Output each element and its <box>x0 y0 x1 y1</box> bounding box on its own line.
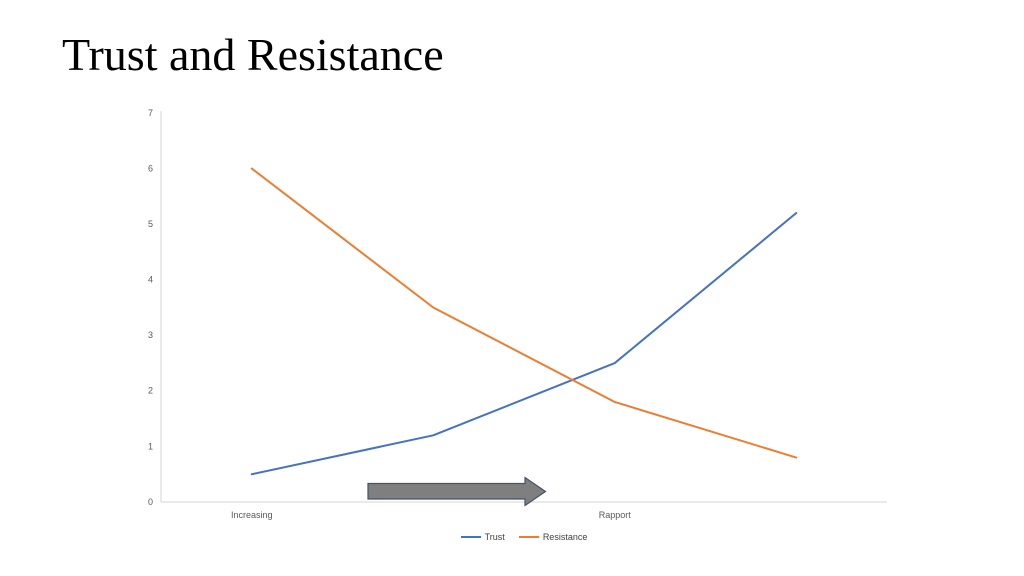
y-tick-label: 1 <box>148 441 153 451</box>
rapport-arrow-shape <box>367 476 547 507</box>
y-tick-label: 2 <box>148 386 153 396</box>
legend-item-trust: Trust <box>460 532 505 542</box>
x-category-label: Increasing <box>231 510 273 520</box>
legend-label: Resistance <box>542 532 588 542</box>
y-tick-label: 4 <box>148 275 153 285</box>
x-category-label: Rapport <box>599 510 632 520</box>
y-tick-label: 5 <box>148 219 153 229</box>
legend-line-icon <box>518 536 539 538</box>
chart-legend: Trust Resistance <box>161 532 887 542</box>
y-tick-label: 3 <box>148 330 153 340</box>
series-line-resistance <box>250 167 798 459</box>
y-tick-label: 0 <box>148 497 153 507</box>
slide-title: Trust and Resistance <box>62 29 444 80</box>
legend-item-resistance: Resistance <box>518 532 588 542</box>
legend-label: Trust <box>484 532 505 542</box>
series-line-trust <box>250 212 798 476</box>
y-tick-label: 7 <box>148 108 153 118</box>
y-tick-label: 6 <box>148 163 153 173</box>
legend-line-icon <box>460 536 481 538</box>
